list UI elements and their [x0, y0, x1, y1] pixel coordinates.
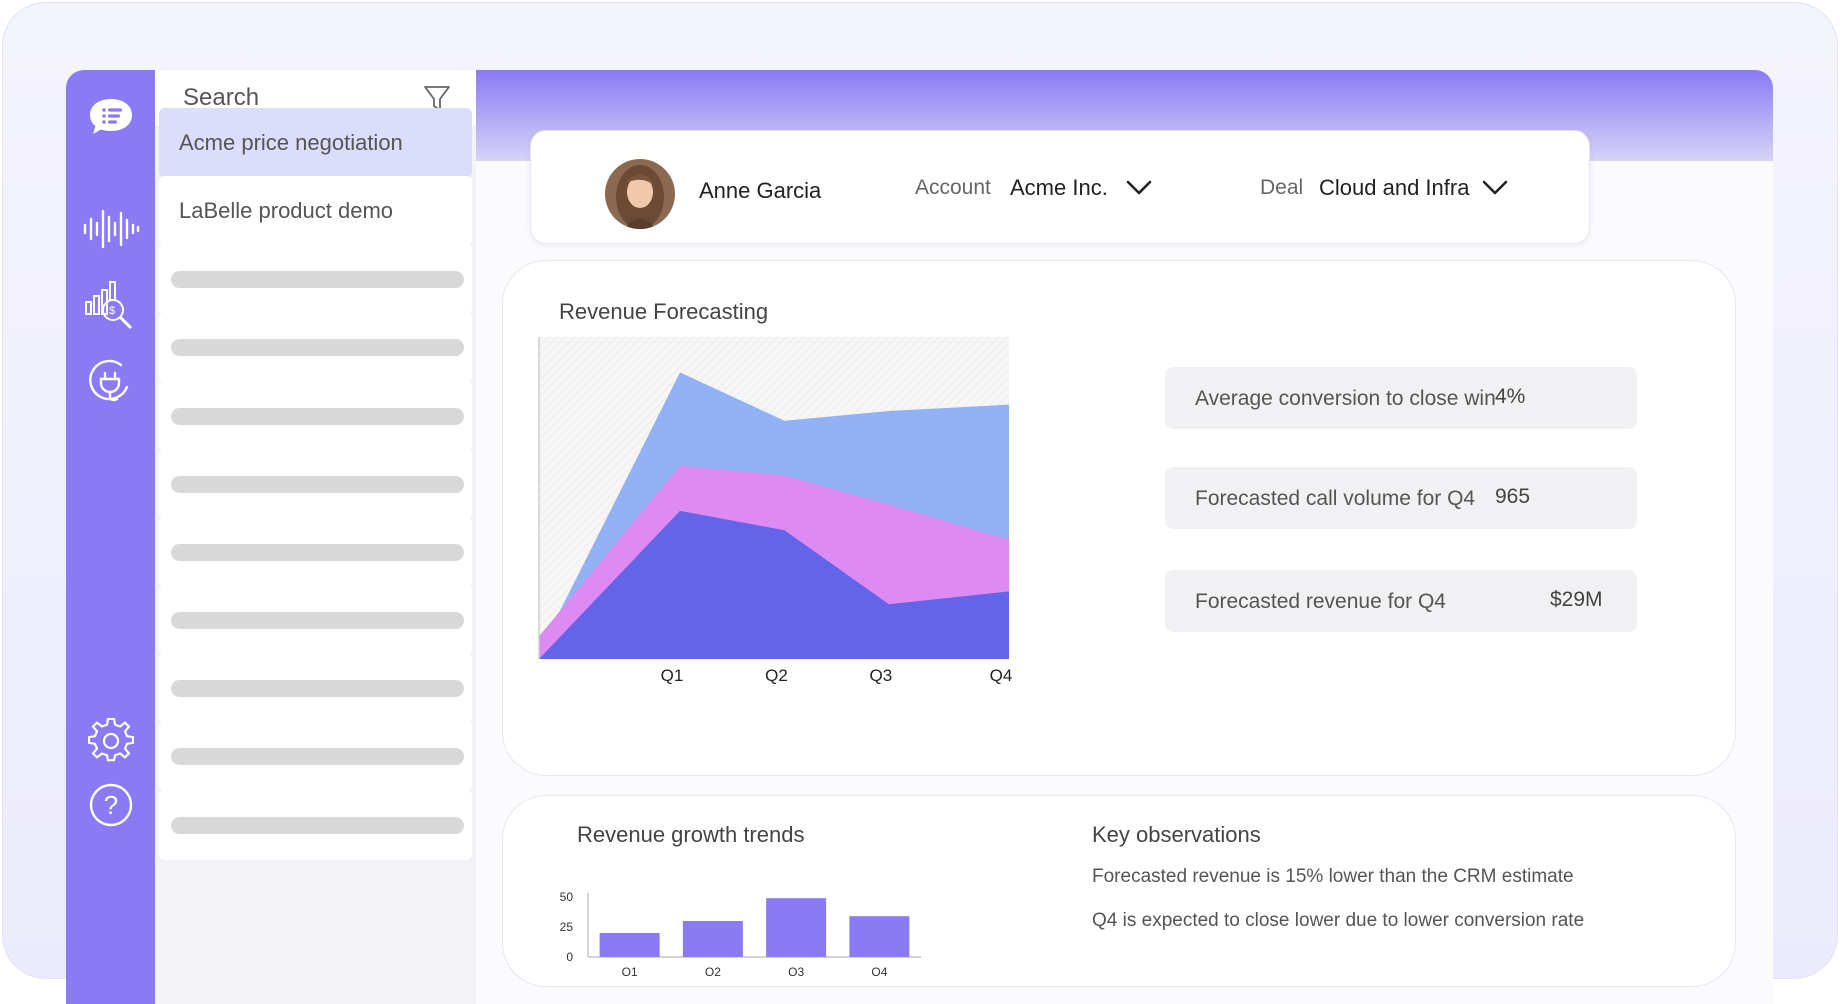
svg-text:$: $ — [109, 305, 115, 317]
avatar — [605, 159, 675, 229]
x-tick-label: Q1 — [622, 965, 638, 976]
search-input[interactable]: Search — [183, 84, 260, 111]
bar — [599, 933, 660, 957]
bar — [682, 921, 743, 957]
skeleton-bar — [171, 271, 464, 288]
area-series-3 — [539, 510, 1009, 659]
stat-label: Average conversion to close win — [1195, 387, 1496, 410]
skeleton-bar — [171, 817, 464, 834]
chevron-down-icon[interactable] — [1481, 179, 1509, 202]
main-panel: Anne Garcia Account Acme Inc. Deal Cloud… — [476, 70, 1773, 1004]
plug-icon[interactable] — [66, 357, 155, 405]
list-item-placeholder[interactable] — [159, 653, 472, 723]
list-item-placeholder[interactable] — [159, 244, 472, 314]
stat-value: $29M — [1550, 588, 1603, 611]
observation-item: Q4 is expected to close lower due to low… — [1092, 910, 1585, 931]
observations-title: Key observations — [1092, 822, 1261, 847]
list-item-placeholder[interactable] — [159, 721, 472, 791]
deal-select[interactable]: Cloud and Infra — [1319, 175, 1470, 200]
revenue-area-chart: Q1 Q2 Q3 Q4 — [538, 337, 1013, 685]
stat-label: Forecasted call volume for Q4 — [1195, 487, 1476, 510]
list-item-label: LaBelle product demo — [179, 198, 394, 223]
stat-card: Forecasted revenue for Q4 $29M — [1165, 570, 1637, 632]
x-tick-label: Q4 — [990, 666, 1013, 685]
stat-label: Forecasted revenue for Q4 — [1195, 590, 1446, 613]
list-item-placeholder[interactable] — [159, 790, 472, 860]
bar — [849, 916, 910, 957]
svg-text:?: ? — [103, 790, 117, 820]
audio-wave-icon[interactable] — [66, 207, 155, 251]
account-select[interactable]: Acme Inc. — [1010, 175, 1108, 200]
y-tick-label: 25 — [560, 920, 574, 934]
skeleton-bar — [171, 408, 464, 425]
x-tick-label: Q2 — [705, 965, 721, 976]
x-tick-label: Q1 — [661, 666, 684, 685]
x-tick-label: Q3 — [788, 965, 804, 976]
gear-icon[interactable] — [66, 718, 155, 764]
skeleton-bar — [171, 339, 464, 356]
section-title: Revenue Forecasting — [559, 299, 769, 324]
revenue-bar-chart: 50 25 0 Q1 Q2 Q3 Q4 — [560, 890, 921, 976]
chevron-down-icon[interactable] — [1125, 179, 1153, 202]
skeleton-bar — [171, 544, 464, 561]
chat-logo-icon[interactable] — [66, 96, 155, 138]
skeleton-bar — [171, 612, 464, 629]
x-tick-label: Q3 — [870, 666, 893, 685]
contact-header: Anne Garcia Account Acme Inc. Deal Cloud… — [530, 130, 1590, 244]
contact-name: Anne Garcia — [699, 178, 822, 203]
list-item-placeholder[interactable] — [159, 381, 472, 451]
bar — [766, 898, 827, 957]
list-item-placeholder[interactable] — [159, 517, 472, 587]
list-item-label: Acme price negotiation — [179, 130, 403, 155]
analytics-search-icon[interactable]: $ — [66, 278, 155, 334]
skeleton-bar — [171, 680, 464, 697]
x-tick-label: Q2 — [765, 666, 788, 685]
list-item-labelle[interactable]: LaBelle product demo — [159, 176, 472, 246]
list-item-placeholder[interactable] — [159, 312, 472, 382]
app-window: $ ? Search — [66, 70, 1773, 1004]
conversation-list: Search Acme price negotiation LaBelle pr… — [155, 70, 476, 1004]
skeleton-bar — [171, 476, 464, 493]
list-item-placeholder[interactable] — [159, 585, 472, 655]
observation-item: Forecasted revenue is 15% lower than the… — [1092, 866, 1574, 887]
stat-value: 965 — [1495, 485, 1531, 508]
y-tick-label: 0 — [566, 950, 573, 964]
growth-observations-card: Revenue growth trends 50 25 0 Q1 Q2 Q3 Q4 Key … — [502, 795, 1736, 987]
stat-card: Forecasted call volume for Q4 965 — [1165, 467, 1637, 529]
help-icon[interactable]: ? — [66, 782, 155, 828]
skeleton-bar — [171, 748, 464, 765]
list-item-acme[interactable]: Acme price negotiation — [159, 108, 472, 178]
nav-rail: $ ? — [66, 70, 155, 1004]
deal-label: Deal — [1260, 176, 1304, 199]
stat-value: 4% — [1495, 385, 1526, 408]
section-title: Revenue growth trends — [577, 822, 805, 847]
account-label: Account — [915, 176, 991, 199]
x-tick-label: Q4 — [871, 965, 887, 976]
stat-card: Average conversion to close win 4% — [1165, 367, 1637, 429]
revenue-forecasting-card: Revenue Forecasting Q1 Q2 Q3 Q4 Average con… — [502, 260, 1736, 776]
list-item-placeholder[interactable] — [159, 449, 472, 519]
y-tick-label: 50 — [560, 890, 574, 904]
